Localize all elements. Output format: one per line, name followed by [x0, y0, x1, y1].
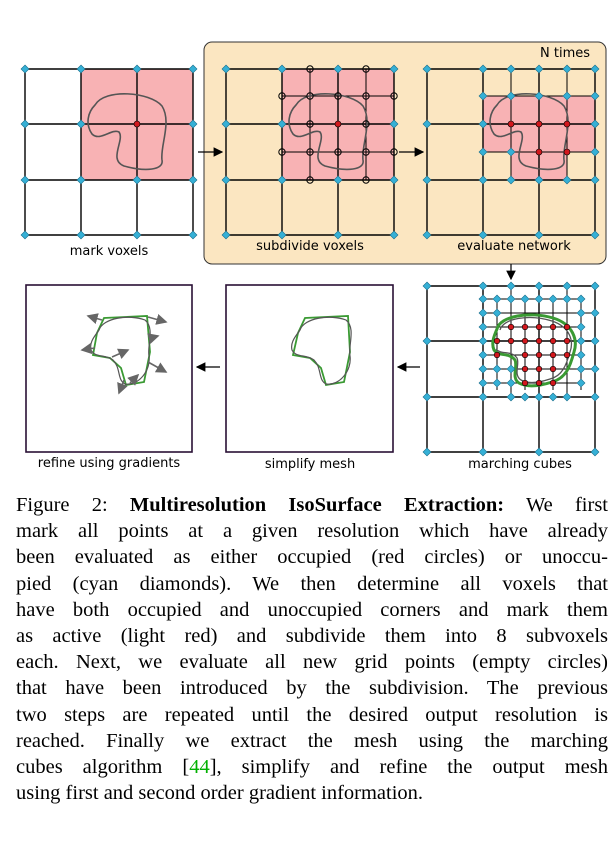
label-marching-cubes: marching cubes — [468, 457, 572, 472]
occupied-point — [133, 120, 141, 128]
mesh-outline — [491, 313, 577, 388]
panel-refine-gradients — [25, 284, 193, 453]
panel-simplify-mesh — [225, 284, 394, 453]
caption-line: Figure 2: Multiresolution IsoSurface Ext… — [16, 494, 608, 516]
caption-line: reached. Finally we extract the mesh usi… — [16, 729, 608, 752]
panel-evaluate-network — [422, 64, 600, 240]
label-mark-voxels: mark voxels — [70, 244, 149, 259]
gradient-arrows — [80, 313, 168, 395]
caption-line: cubes algorithm [44], simplify and refin… — [16, 756, 608, 779]
caption-line: been evaluated as either occupied (red c… — [16, 546, 608, 569]
pipeline-figure: N times mark voxels — [20, 41, 607, 472]
figure-caption: Figure 2: Multiresolution IsoSurface Ext… — [16, 492, 608, 806]
caption-line: two steps are repeated until the desired… — [16, 703, 608, 726]
caption-title: Multiresolution IsoSurface Extraction: — [129, 494, 505, 516]
panel-mark-voxels — [20, 64, 198, 240]
shape-contour — [288, 93, 368, 171]
caption-line: pied (cyan diamonds). We then determine … — [16, 572, 608, 595]
label-subdivide-voxels: subdivide voxels — [256, 239, 364, 254]
shape-contour — [489, 93, 569, 171]
caption-line: each. Next, we evaluate all new grid poi… — [16, 651, 608, 674]
caption-line: as active (light red) and subdivide them… — [16, 625, 608, 648]
caption-line: using first and second order gradient in… — [16, 782, 424, 805]
panel-subdivide-voxels — [221, 64, 399, 240]
panel-marching-cubes — [422, 281, 600, 457]
caption-line: mark all points at a given resolution wh… — [16, 520, 608, 543]
citation-link[interactable]: 44 — [189, 756, 210, 779]
loop-label: N times — [540, 46, 590, 61]
occupied-point — [334, 120, 342, 128]
caption-line: that have been introduced by the subdivi… — [16, 677, 608, 700]
label-refine-gradients: refine using gradients — [38, 456, 181, 471]
label-simplify-mesh: simplify mesh — [265, 457, 355, 472]
caption-figure-label: Figure 2: — [16, 494, 108, 516]
shape-contour — [87, 93, 167, 171]
label-evaluate-network: evaluate network — [457, 239, 571, 254]
caption-line: have both occupied and unoccupied corner… — [16, 598, 608, 621]
